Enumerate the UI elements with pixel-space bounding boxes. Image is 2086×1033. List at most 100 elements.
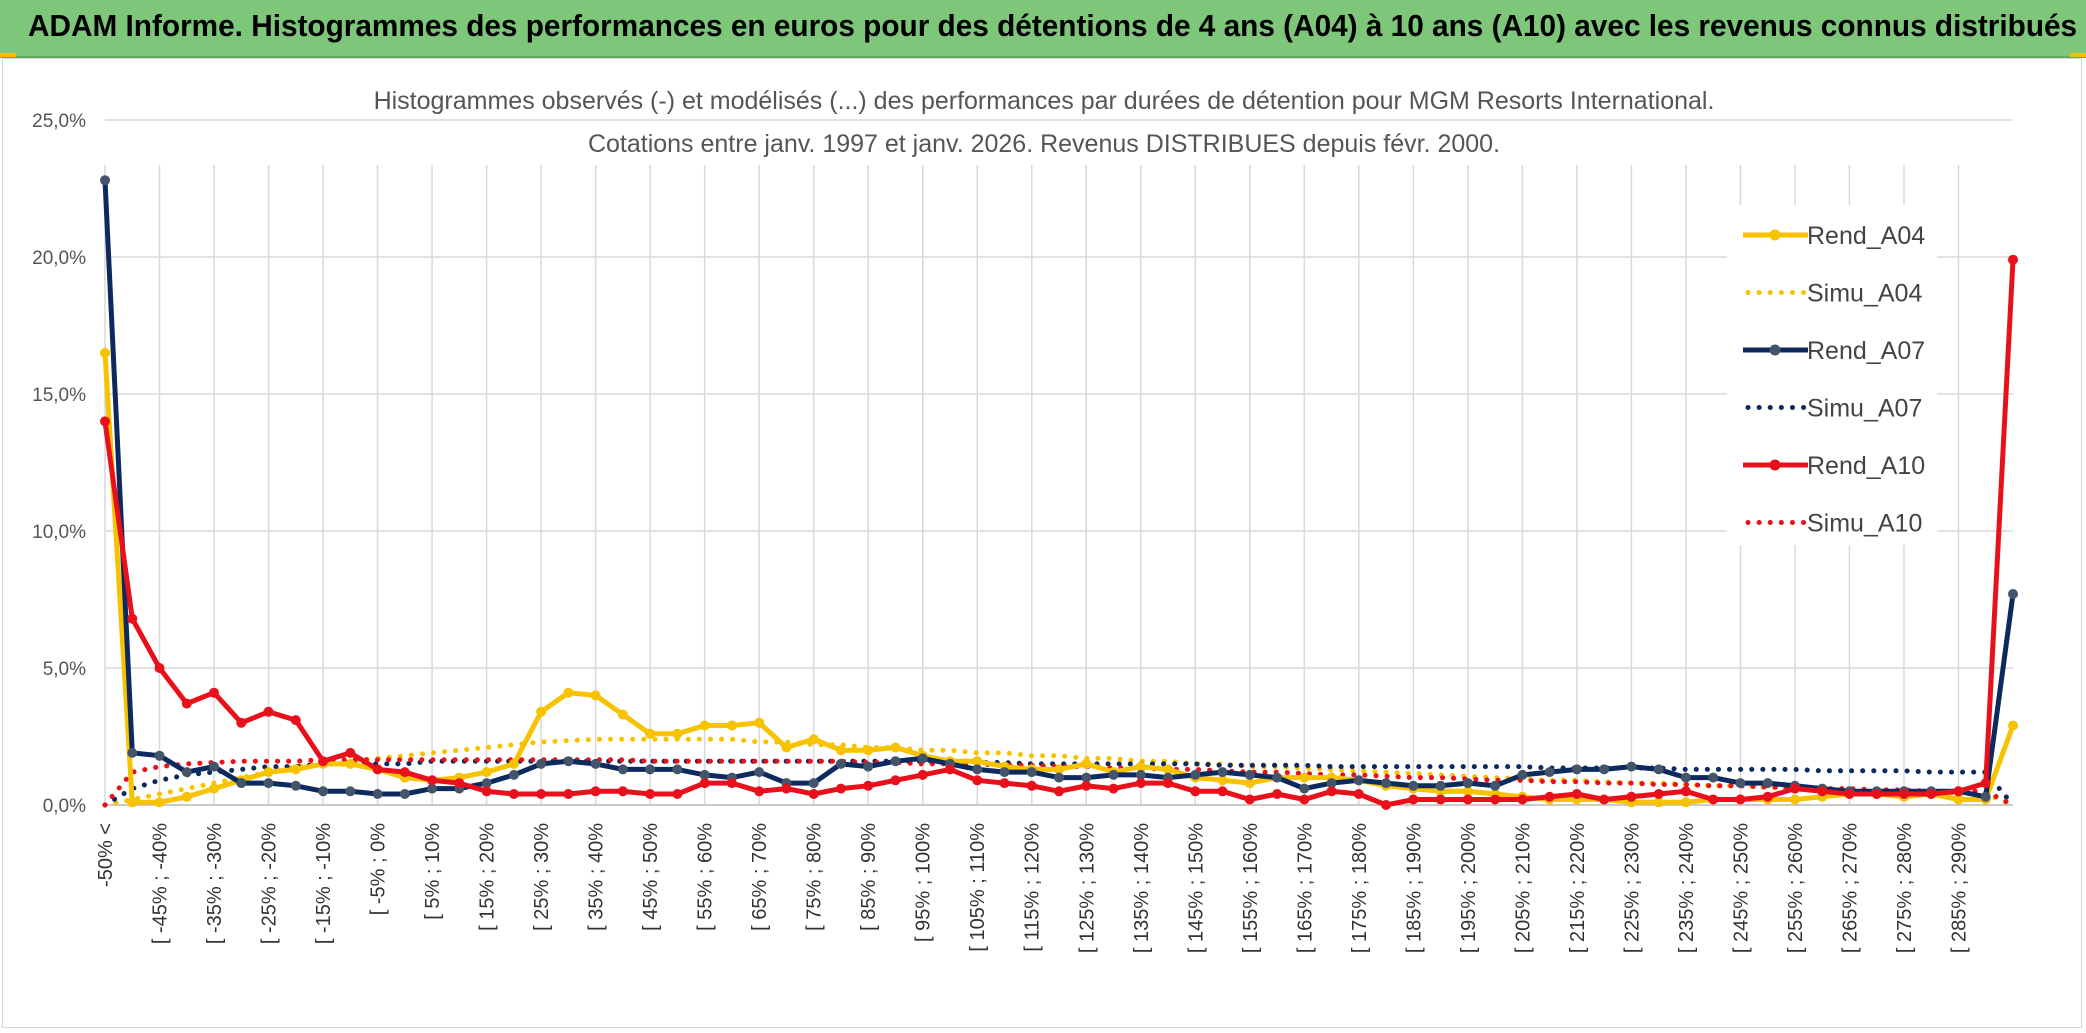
data-point-rend-a10 xyxy=(1026,780,1037,791)
x-tick-label: [ 225% ; 230% xyxy=(1621,823,1643,953)
data-point-rend-a04 xyxy=(263,767,274,778)
data-point-rend-a07 xyxy=(1599,764,1610,775)
data-point-rend-a07 xyxy=(1708,772,1719,783)
data-point-rend-a07 xyxy=(645,764,656,775)
data-point-rend-a07 xyxy=(590,758,601,769)
data-point-rend-a10 xyxy=(263,706,274,717)
legend-label-simu-a04: Simu_A04 xyxy=(1807,280,1922,308)
data-point-rend-a10 xyxy=(699,778,710,789)
data-point-rend-a07 xyxy=(1735,778,1746,789)
x-tick-label: [ 75% ; 80% xyxy=(804,823,826,931)
data-point-rend-a10 xyxy=(1135,778,1146,789)
data-point-rend-a04 xyxy=(699,720,710,731)
data-point-rend-a10 xyxy=(1299,794,1310,805)
data-point-rend-a04 xyxy=(181,791,192,802)
data-point-rend-a10 xyxy=(318,756,329,767)
x-tick-label: [ 285% ; 290% xyxy=(1948,823,1970,953)
legend-marker-rend-a10 xyxy=(1769,459,1781,471)
data-point-rend-a07 xyxy=(318,786,329,797)
data-point-rend-a04 xyxy=(617,709,628,720)
data-point-rend-a10 xyxy=(1190,786,1201,797)
data-point-rend-a07 xyxy=(1026,767,1037,778)
series xyxy=(100,175,2018,810)
data-point-rend-a04 xyxy=(154,797,165,808)
data-point-rend-a04 xyxy=(590,690,601,701)
x-tick-label: [ -5% ; 0% xyxy=(368,823,390,915)
data-point-rend-a10 xyxy=(1871,789,1882,799)
data-point-rend-a10 xyxy=(1680,786,1691,797)
data-point-rend-a10 xyxy=(454,778,465,789)
data-point-rend-a10 xyxy=(481,786,492,797)
data-point-rend-a10 xyxy=(808,789,819,799)
data-point-rend-a10 xyxy=(781,783,792,794)
data-point-rend-a10 xyxy=(154,663,165,673)
data-point-rend-a10 xyxy=(427,775,438,786)
x-tick-label: [ 195% ; 200% xyxy=(1458,823,1480,953)
x-axis: -50% < [ -45% ; -40% [ -35% ; -30% [ -25% ;… xyxy=(95,823,1970,953)
data-point-rend-a10 xyxy=(1544,791,1555,802)
data-point-rend-a07 xyxy=(617,764,628,775)
data-point-rend-a10 xyxy=(372,764,383,775)
data-point-rend-a07 xyxy=(1571,764,1582,775)
data-point-rend-a10 xyxy=(345,747,356,758)
data-point-rend-a04 xyxy=(645,728,656,739)
data-point-rend-a10 xyxy=(945,764,955,775)
data-point-rend-a07 xyxy=(181,767,192,778)
x-tick-label: [ 15% ; 20% xyxy=(477,823,499,931)
data-point-rend-a07 xyxy=(1081,772,1092,783)
x-tick-label: [ 25% ; 30% xyxy=(531,823,553,931)
x-tick-label: [ 35% ; 40% xyxy=(586,823,608,931)
data-point-rend-a07 xyxy=(2008,589,2018,599)
header-banner: ADAM Informe. Histogrammes des performan… xyxy=(0,0,2086,58)
data-point-rend-a07 xyxy=(1680,772,1691,783)
data-point-rend-a07 xyxy=(1054,772,1064,783)
x-tick-label: [ 215% ; 220% xyxy=(1567,823,1589,953)
data-point-rend-a07 xyxy=(209,761,219,772)
x-tick-label: [ 265% ; 270% xyxy=(1839,823,1861,953)
data-point-rend-a04 xyxy=(563,687,574,698)
corner-accent-right xyxy=(2070,53,2086,57)
x-tick-label: [ 205% ; 210% xyxy=(1512,823,1534,953)
data-point-rend-a07 xyxy=(1381,778,1392,789)
x-tick-label: [ 5% ; 10% xyxy=(422,823,444,920)
data-point-rend-a07 xyxy=(835,758,846,769)
data-point-rend-a10 xyxy=(1326,786,1337,797)
data-point-rend-a10 xyxy=(863,780,874,791)
chart-title: Histogrammes observés (-) et modélisés (… xyxy=(374,87,1715,115)
data-point-rend-a04 xyxy=(1789,794,1800,805)
data-point-rend-a04 xyxy=(726,720,737,731)
x-tick-label: [ 105% ; 110% xyxy=(967,823,989,952)
data-point-rend-a04 xyxy=(290,764,301,775)
data-point-rend-a10 xyxy=(1353,789,1364,799)
data-point-rend-a10 xyxy=(1817,786,1828,797)
data-point-rend-a04 xyxy=(1299,772,1310,783)
data-point-rend-a10 xyxy=(726,778,737,789)
data-point-rend-a10 xyxy=(1408,794,1419,805)
x-tick-label: [ 85% ; 90% xyxy=(858,823,880,931)
data-point-rend-a07 xyxy=(563,756,574,767)
data-point-rend-a07 xyxy=(1326,778,1337,789)
y-tick-label: 5,0% xyxy=(43,659,86,680)
data-point-rend-a04 xyxy=(127,797,138,808)
data-point-rend-a04 xyxy=(1217,775,1228,786)
data-point-rend-a04 xyxy=(2008,720,2018,731)
legend-marker-rend-a04 xyxy=(1769,229,1781,241)
x-tick-label: [ 145% ; 150% xyxy=(1185,823,1207,953)
legend-label-rend-a07: Rend_A07 xyxy=(1807,337,1925,365)
data-point-rend-a10 xyxy=(972,775,983,786)
y-tick-label: 20,0% xyxy=(32,248,86,269)
data-point-rend-a10 xyxy=(1517,794,1528,805)
data-point-rend-a10 xyxy=(1081,780,1092,791)
data-point-rend-a07 xyxy=(699,769,710,780)
data-point-rend-a04 xyxy=(890,742,901,753)
data-point-rend-a10 xyxy=(290,715,301,726)
data-point-rend-a10 xyxy=(1626,791,1637,802)
data-point-rend-a07 xyxy=(127,747,138,758)
data-point-rend-a04 xyxy=(1244,778,1255,789)
data-point-rend-a10 xyxy=(1571,789,1582,799)
legend-marker-rend-a07 xyxy=(1769,344,1781,356)
data-point-rend-a07 xyxy=(1353,775,1364,786)
data-point-rend-a04 xyxy=(781,742,792,753)
data-point-rend-a04 xyxy=(972,756,983,767)
